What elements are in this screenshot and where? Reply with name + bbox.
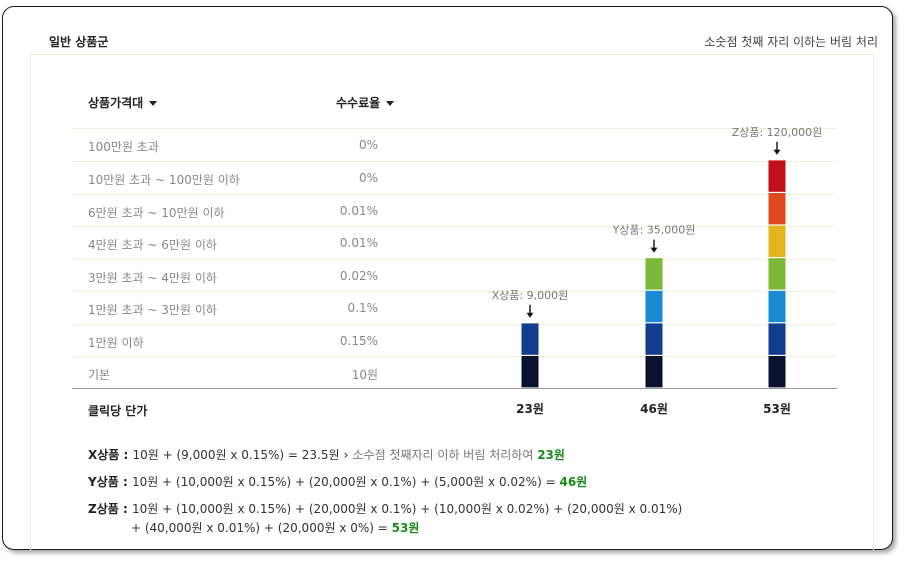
rounding-note: 소숫점 첫째 자리 이하는 버림 처리	[704, 35, 878, 49]
row-range: 10만원 초과 ~ 100만원 이하	[88, 173, 240, 187]
section-title: 일반 상품군	[49, 35, 109, 49]
formula-expression: 10원 + (10,000원 x 0.15%) + (20,000원 x 0.1…	[131, 502, 683, 516]
row-range: 100만원 초과	[88, 140, 159, 154]
row-range: 4만원 초과 ~ 6만원 이하	[88, 238, 217, 252]
row-rate: 0.15%	[339, 334, 378, 348]
table-row: 1만원 이하 0.15%	[72, 324, 837, 357]
cpc-total-label: 23원	[516, 402, 544, 416]
bar-segment	[768, 258, 786, 290]
formula-expression: 10원 + (9,000원 x 0.15%) = 23.5원	[132, 448, 340, 462]
row-rate: 10원	[351, 368, 378, 382]
row-range: 1만원 초과 ~ 3만원 이하	[88, 303, 217, 317]
formula-y: Y상품 : 10원 + (10,000원 x 0.15%) + (20,000원…	[88, 475, 588, 489]
bar-segment	[645, 290, 663, 323]
arrow-head-icon	[650, 247, 658, 253]
bar-segment	[645, 356, 663, 388]
cost-per-click-label: 클릭당 단가	[88, 404, 148, 418]
fee-rate-header-label: 수수료율	[336, 96, 381, 110]
chevron-right-icon: ›	[343, 448, 349, 462]
cpc-total-label: 53원	[763, 402, 791, 416]
formula-z: Z상품 : 10원 + (10,000원 x 0.15%) + (20,000원…	[88, 502, 683, 516]
chart-baseline	[72, 388, 837, 389]
formula-product-name: Y상품	[88, 475, 119, 489]
formula-result: 53원	[391, 521, 420, 535]
price-range-header[interactable]: 상품가격대	[88, 94, 158, 111]
row-rate: 0.1%	[347, 301, 379, 315]
formula-note: 소수점 첫째자리 이하 버림 처리하여	[352, 448, 534, 462]
formula-result: 23원	[537, 448, 565, 462]
formula-product-name: Z상품	[88, 502, 119, 516]
bar-segment	[768, 323, 786, 355]
formula-result: 46원	[559, 475, 588, 489]
row-rate: 0.02%	[339, 269, 378, 283]
caret-down-icon	[149, 101, 158, 106]
product-price-label: X상품: 9,000원	[492, 289, 569, 302]
row-range: 6만원 초과 ~ 10만원 이하	[88, 206, 225, 220]
arrow-head-icon	[773, 149, 781, 155]
cpc-total-label: 46원	[640, 402, 668, 416]
content-frame: 일반 상품군 소숫점 첫째 자리 이하는 버림 처리	[2, 6, 893, 550]
formula-z-continued: + (40,000원 x 0.01%) + (20,000원 x 0%) = 5…	[131, 519, 419, 536]
formula-x: X상품 : 10원 + (9,000원 x 0.15%) = 23.5원 › 소수점…	[88, 448, 565, 462]
arrow-head-icon	[526, 312, 534, 318]
bar-segment	[645, 323, 663, 355]
row-rate: 0%	[358, 171, 378, 185]
row-rate: 0%	[358, 138, 378, 152]
bar-segment	[768, 356, 786, 388]
table-row: 100만원 초과 0%	[72, 128, 837, 161]
caret-down-icon	[386, 101, 395, 106]
table-row: 10만원 초과 ~ 100만원 이하 0%	[72, 161, 837, 194]
bar-segment	[645, 258, 663, 290]
bar-segment	[768, 225, 786, 257]
chart-panel	[30, 54, 874, 551]
formula-expression: 10원 + (10,000원 x 0.15%) + (20,000원 x 0.1…	[131, 475, 556, 489]
formula-product-name: X상품	[88, 448, 120, 462]
bar-segment	[768, 160, 786, 192]
product-price-label: Z상품: 120,000원	[732, 126, 823, 139]
price-range-header-label: 상품가격대	[88, 96, 144, 110]
row-range: 1만원 이하	[88, 336, 144, 350]
fee-rate-header[interactable]: 수수료율	[336, 94, 395, 111]
table-row: 4만원 초과 ~ 6만원 이하 0.01%	[72, 226, 837, 259]
row-rate: 0.01%	[339, 236, 378, 250]
row-rate: 0.01%	[339, 204, 378, 218]
row-range: 기본	[88, 368, 111, 382]
table-row: 3만원 초과 ~ 4만원 이하 0.02%	[72, 259, 837, 292]
formula-expression: + (40,000원 x 0.01%) + (20,000원 x 0%) =	[131, 521, 388, 535]
bar-segment	[768, 193, 786, 225]
bar-segment	[768, 290, 786, 323]
table-row: 1만원 초과 ~ 3만원 이하 0.1%	[72, 291, 837, 324]
table-row: 6만원 초과 ~ 10만원 이하 0.01%	[72, 194, 837, 227]
row-range: 3만원 초과 ~ 4만원 이하	[88, 271, 217, 285]
table-row: 기본 10원	[72, 356, 837, 389]
bar-segment	[521, 356, 539, 388]
bar-segment	[521, 323, 539, 355]
product-price-label: Y상품: 35,000원	[612, 224, 696, 237]
